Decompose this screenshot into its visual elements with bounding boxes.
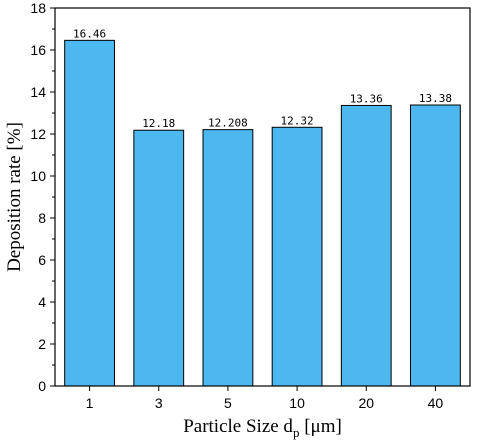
bar	[340, 104, 392, 387]
bar	[64, 39, 115, 387]
x-tick-label: 40	[428, 395, 444, 411]
y-axis-title: Deposition rate [%]	[4, 122, 25, 272]
bar-value-label: 16.46	[73, 27, 106, 40]
x-tick-label: 3	[155, 395, 163, 411]
y-tick-label: 6	[38, 252, 46, 268]
y-tick-label: 2	[38, 336, 46, 352]
y-axis: 0 2 4 6 8 10 12 14 16 18	[30, 0, 55, 394]
y-tick-label: 18	[30, 0, 46, 16]
bar	[133, 129, 185, 387]
x-tick-label: 5	[224, 395, 232, 411]
y-tick-label: 8	[38, 210, 46, 226]
x-axis-title: Particle Size dp [μm]	[183, 416, 342, 440]
y-tick-label: 16	[30, 42, 46, 58]
x-axis-title-main: Particle Size d	[183, 416, 293, 437]
data-labels: 16.46 12.18 12.208 12.32 13.36 13.38	[73, 27, 452, 130]
bar-value-label: 12.18	[142, 117, 175, 130]
y-tick-label: 12	[30, 126, 46, 142]
bar-value-label: 13.36	[350, 92, 383, 105]
y-tick-label: 4	[38, 294, 46, 310]
bar	[202, 129, 254, 387]
plot-frame	[54, 7, 471, 387]
x-tick-label: 1	[86, 395, 94, 411]
x-axis-title-subscript: p	[293, 425, 300, 440]
bar-value-label: 13.38	[419, 92, 452, 105]
bar	[410, 104, 461, 387]
x-axis: 1 3 5 10 20 40	[86, 386, 444, 411]
bar-value-label: 12.208	[208, 117, 248, 130]
y-tick-label: 14	[30, 84, 46, 100]
x-tick-label: 10	[289, 395, 305, 411]
bar-series	[64, 39, 461, 387]
y-tick-label: 10	[30, 168, 46, 184]
bar	[271, 126, 323, 387]
bar-value-label: 12.32	[281, 114, 314, 127]
x-tick-label: 20	[358, 395, 374, 411]
x-axis-title-unit: [μm]	[299, 416, 341, 437]
y-tick-label: 0	[38, 378, 46, 394]
